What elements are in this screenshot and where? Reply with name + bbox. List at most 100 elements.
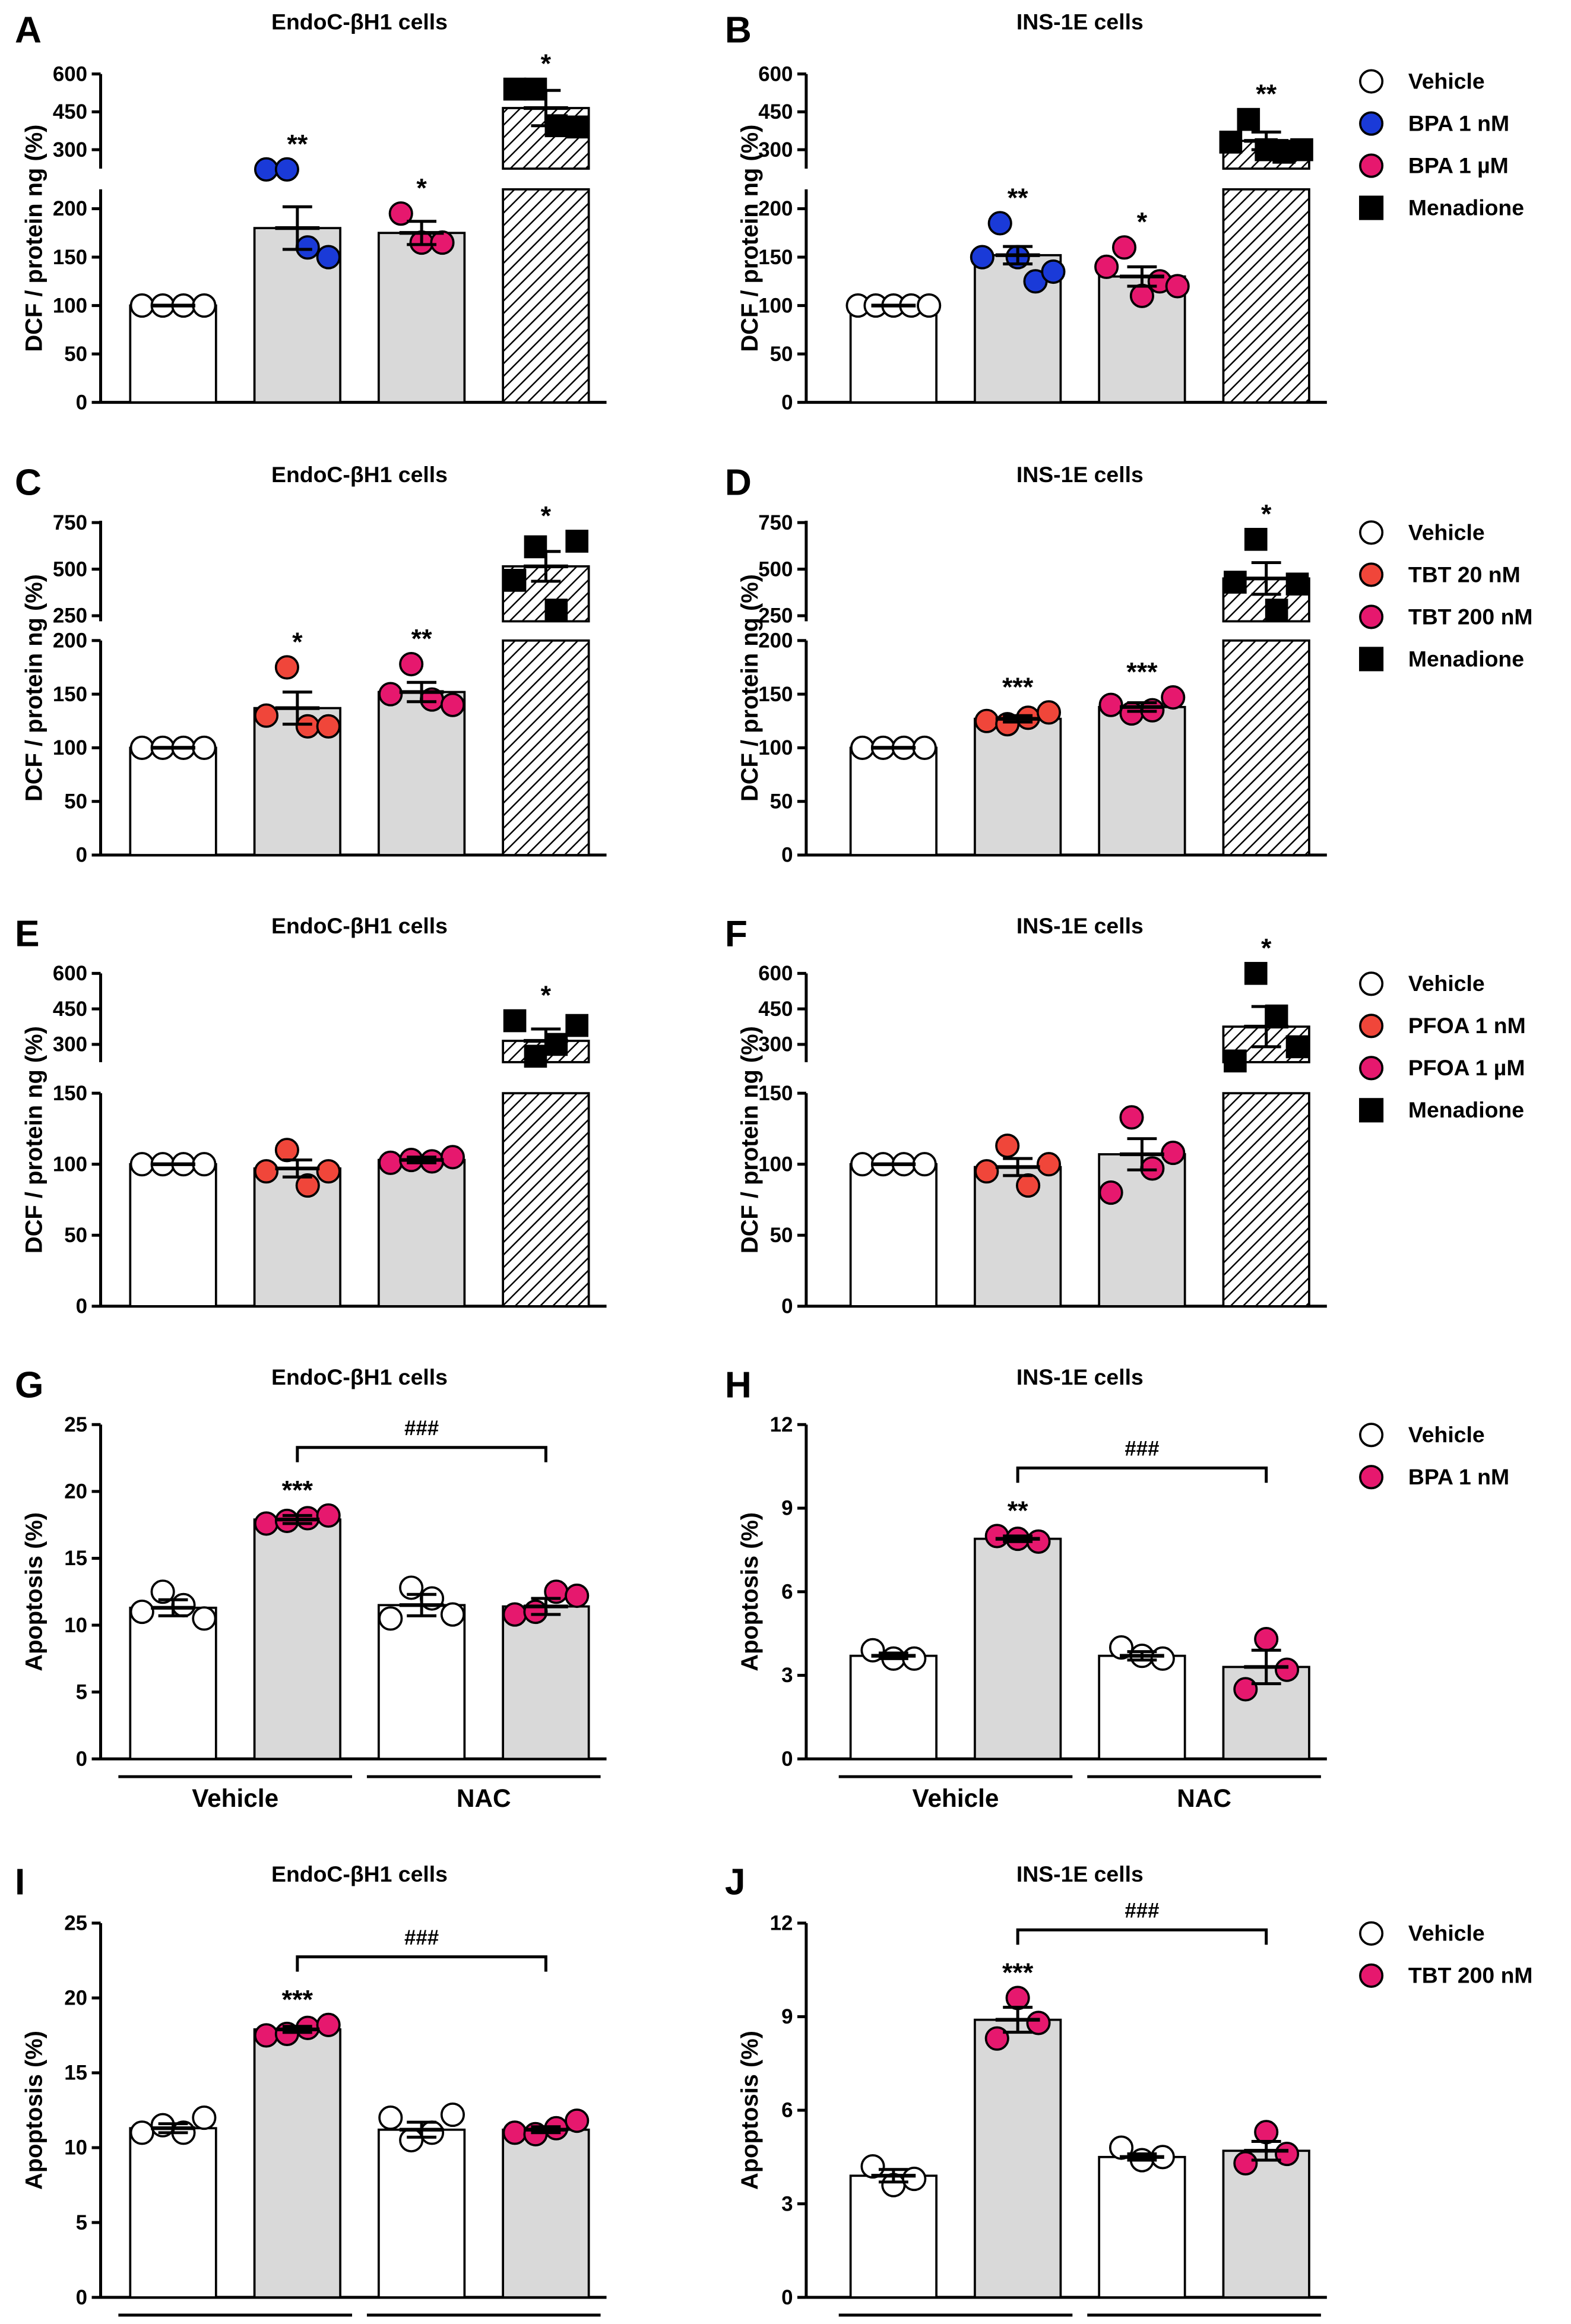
y-tick-label: 100 <box>758 294 793 317</box>
comparison-label: ### <box>404 1417 439 1440</box>
panel-letter: H <box>725 1364 752 1405</box>
panel-letter: F <box>725 914 748 955</box>
panel-letter: C <box>15 463 42 504</box>
panel-title: EndoC-βH1 cells <box>271 1364 448 1389</box>
y-tick-label: 0 <box>76 391 87 414</box>
data-point <box>524 535 547 559</box>
data-point <box>1265 1004 1288 1028</box>
data-point <box>378 1150 403 1175</box>
y-axis-label: Apoptosis (%) <box>737 1512 763 1671</box>
significance-label: *** <box>1002 1957 1034 1987</box>
data-point <box>1161 1141 1186 1166</box>
y-axis-label: DCF / protein ng (%) <box>21 125 47 352</box>
y-tick-label: 300 <box>53 138 87 162</box>
legend-marker <box>1359 1921 1384 1946</box>
data-point <box>1233 1677 1258 1702</box>
data-point <box>974 708 999 733</box>
data-point <box>440 1602 465 1627</box>
y-tick-label: 6 <box>781 2099 793 2122</box>
group-label: NAC <box>457 1784 511 1812</box>
panel-title: INS-1E cells <box>1016 10 1144 34</box>
y-tick-label: 0 <box>76 2286 87 2309</box>
data-point <box>316 1159 341 1184</box>
bar <box>849 746 937 856</box>
group-label: Vehicle <box>913 2323 999 2324</box>
data-point <box>378 1606 403 1631</box>
data-point <box>1041 259 1066 284</box>
y-tick-label: 10 <box>64 2136 87 2160</box>
y-tick-label: 600 <box>758 62 793 86</box>
data-point <box>129 2120 154 2145</box>
data-point <box>440 2103 465 2127</box>
legend-label: TBT 200 nM <box>1408 604 1533 629</box>
legend-label: PFOA 1 nM <box>1408 1013 1526 1038</box>
panel-title: EndoC-βH1 cells <box>271 913 448 938</box>
data-point <box>912 1152 937 1177</box>
significance-label: ** <box>1256 78 1277 109</box>
data-point <box>565 1583 590 1609</box>
data-point <box>995 1133 1020 1158</box>
panel-letter: A <box>15 10 42 50</box>
y-tick-label: 750 <box>758 511 793 534</box>
data-point <box>1016 1173 1041 1198</box>
legend-marker <box>1359 520 1384 545</box>
panel-title: INS-1E cells <box>1016 913 1144 938</box>
data-point <box>524 1044 547 1068</box>
comparison-label: ### <box>1125 1899 1159 1923</box>
y-tick-label: 500 <box>53 558 87 581</box>
significance-label: * <box>292 626 303 657</box>
y-axis-label: Apoptosis (%) <box>21 1512 47 1671</box>
data-point <box>565 115 589 139</box>
legend-label: Menadione <box>1408 646 1524 671</box>
bar <box>502 1605 590 1761</box>
legend-label: BPA 1 nM <box>1408 1464 1509 1489</box>
legend-label: Vehicle <box>1408 1921 1485 1946</box>
y-tick-label: 100 <box>758 1152 793 1176</box>
legend-marker <box>1359 1098 1384 1123</box>
significance-label: *** <box>282 1984 313 2014</box>
panel-letter: E <box>15 914 40 955</box>
data-point <box>970 245 994 270</box>
data-point <box>1237 107 1260 131</box>
data-point <box>192 1606 217 1631</box>
legend-label: Vehicle <box>1408 971 1485 996</box>
bar <box>1098 2155 1186 2299</box>
legend-marker <box>1359 1465 1384 1490</box>
legend-marker <box>1359 1423 1384 1448</box>
bar <box>974 717 1062 856</box>
data-point <box>1094 254 1119 279</box>
y-tick-label: 15 <box>64 2062 87 2085</box>
bar <box>502 1092 590 1307</box>
data-point <box>316 714 341 739</box>
panel-title: EndoC-βH1 cells <box>271 462 448 487</box>
legend-label: TBT 200 nM <box>1408 1963 1533 1988</box>
group-label: NAC <box>1177 1784 1231 1812</box>
bar <box>129 304 217 404</box>
data-point <box>502 2120 527 2145</box>
data-point <box>1119 1105 1144 1130</box>
bar <box>129 1163 217 1307</box>
data-point <box>544 599 568 622</box>
y-tick-label: 3 <box>781 2192 793 2215</box>
data-point <box>850 735 875 760</box>
bar <box>1098 705 1186 856</box>
bar <box>377 2128 466 2299</box>
y-tick-label: 0 <box>781 1747 793 1771</box>
significance-label: * <box>541 48 552 78</box>
y-tick-label: 50 <box>770 1224 793 1247</box>
y-tick-label: 5 <box>76 2211 87 2234</box>
bar <box>502 2128 590 2299</box>
data-point <box>1275 2141 1300 2167</box>
comparison-bracket <box>1016 1466 1268 1483</box>
y-tick-label: 12 <box>770 1413 793 1436</box>
data-point <box>274 1138 299 1163</box>
panel-title: EndoC-βH1 cells <box>271 10 448 34</box>
legend-label: Vehicle <box>1408 520 1485 544</box>
data-point <box>192 2105 217 2130</box>
data-point <box>1005 1986 1030 2010</box>
data-point <box>129 1152 154 1177</box>
data-point <box>850 1152 875 1177</box>
data-point <box>917 293 942 318</box>
data-point <box>295 714 320 739</box>
data-point <box>1254 1626 1279 1652</box>
